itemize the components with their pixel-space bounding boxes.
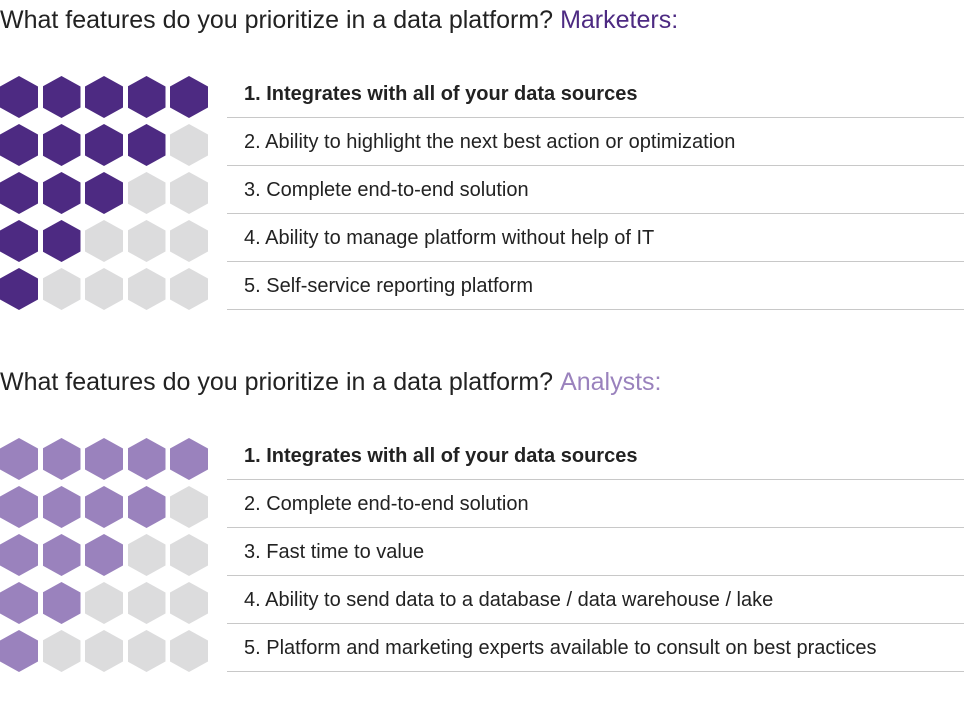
empty-hex-mark: [42, 630, 81, 672]
empty-hex-mark: [85, 268, 123, 310]
empty-hex-mark: [127, 582, 166, 624]
feature-label: 4. Ability to manage platform without he…: [244, 227, 655, 249]
empty-hex-mark: [170, 486, 208, 528]
filled-hex-mark: [127, 124, 166, 166]
filled-hex-mark: [85, 76, 123, 118]
filled-hex-mark: [42, 76, 81, 118]
filled-hex-mark: [42, 220, 81, 262]
filled-hex-mark: [0, 630, 38, 672]
filled-hex-mark: [42, 172, 81, 214]
section-heading: What features do you prioritize in a dat…: [0, 4, 678, 36]
empty-hex-mark: [85, 220, 123, 262]
filled-hex-mark: [0, 124, 38, 166]
filled-hex-mark: [0, 486, 38, 528]
feature-row: 4. Ability to manage platform without he…: [227, 214, 964, 262]
empty-hex-mark: [170, 220, 208, 262]
empty-hex-mark: [127, 268, 166, 310]
filled-hex-mark: [85, 534, 123, 576]
filled-hex-mark: [0, 172, 38, 214]
feature-row: 5. Platform and marketing experts availa…: [227, 624, 964, 672]
empty-hex-mark: [170, 124, 208, 166]
empty-hex-mark: [170, 582, 208, 624]
filled-hex-mark: [85, 172, 123, 214]
filled-hex-mark: [42, 124, 81, 166]
filled-hex-mark: [0, 582, 38, 624]
feature-row: 1. Integrates with all of your data sour…: [227, 432, 964, 480]
filled-hex-mark: [42, 438, 81, 480]
heading-question: What features do you prioritize in a dat…: [0, 6, 554, 34]
feature-label: 3. Fast time to value: [244, 541, 425, 563]
empty-hex-mark: [127, 172, 166, 214]
filled-hex-mark: [170, 438, 208, 480]
filled-hex-mark: [0, 76, 38, 118]
feature-row: 4. Ability to send data to a database / …: [227, 576, 964, 624]
feature-row: 3. Fast time to value: [227, 528, 964, 576]
heading-audience: Analysts:: [560, 368, 662, 396]
filled-hex-mark: [127, 76, 166, 118]
feature-row: 2. Complete end-to-end solution: [227, 480, 964, 528]
empty-hex-mark: [170, 172, 208, 214]
filled-hex-mark: [170, 76, 208, 118]
heading-audience: Marketers:: [560, 6, 679, 34]
empty-hex-mark: [127, 630, 166, 672]
empty-hex-mark: [127, 220, 166, 262]
feature-label: 1. Integrates with all of your data sour…: [244, 83, 638, 105]
filled-hex-mark: [0, 438, 38, 480]
rating-hex-grid: [0, 438, 210, 674]
feature-label: 2. Complete end-to-end solution: [244, 493, 529, 515]
filled-hex-mark: [85, 438, 123, 480]
feature-row: 5. Self-service reporting platform: [227, 262, 964, 310]
rating-hex-grid: [0, 76, 210, 312]
feature-row: 1. Integrates with all of your data sour…: [227, 70, 964, 118]
feature-label: 5. Platform and marketing experts availa…: [244, 637, 877, 659]
section-heading: What features do you prioritize in a dat…: [0, 366, 662, 398]
feature-label: 5. Self-service reporting platform: [244, 275, 534, 297]
feature-label: 2. Ability to highlight the next best ac…: [244, 131, 736, 153]
filled-hex-mark: [42, 486, 81, 528]
feature-label: 1. Integrates with all of your data sour…: [244, 445, 638, 467]
filled-hex-mark: [0, 268, 38, 310]
empty-hex-mark: [170, 630, 208, 672]
filled-hex-mark: [0, 220, 38, 262]
empty-hex-mark: [85, 582, 123, 624]
empty-hex-mark: [170, 534, 208, 576]
filled-hex-mark: [127, 486, 166, 528]
feature-label: 3. Complete end-to-end solution: [244, 179, 529, 201]
empty-hex-mark: [170, 268, 208, 310]
feature-row: 2. Ability to highlight the next best ac…: [227, 118, 964, 166]
feature-list: 1. Integrates with all of your data sour…: [227, 432, 964, 672]
filled-hex-mark: [85, 124, 123, 166]
empty-hex-mark: [42, 268, 81, 310]
feature-list: 1. Integrates with all of your data sour…: [227, 70, 964, 310]
filled-hex-mark: [42, 582, 81, 624]
empty-hex-mark: [85, 630, 123, 672]
feature-row: 3. Complete end-to-end solution: [227, 166, 964, 214]
filled-hex-mark: [0, 534, 38, 576]
feature-label: 4. Ability to send data to a database / …: [244, 589, 774, 611]
heading-question: What features do you prioritize in a dat…: [0, 368, 554, 396]
filled-hex-mark: [127, 438, 166, 480]
filled-hex-mark: [85, 486, 123, 528]
filled-hex-mark: [42, 534, 81, 576]
empty-hex-mark: [127, 534, 166, 576]
